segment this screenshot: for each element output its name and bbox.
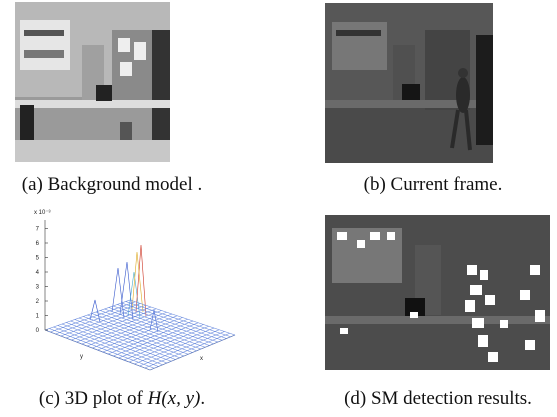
photo-current [325, 3, 493, 163]
page: {"subfigures":[ {"caption":"(a) Backgrou… [0, 0, 557, 417]
z-tick-label: 6 [36, 241, 40, 247]
z-tick-label: 2 [36, 299, 40, 305]
z-scale: x 10⁻³ [34, 210, 51, 216]
z-tick-label: 0 [36, 328, 40, 334]
caption-text: . [200, 388, 205, 409]
z-tick-label: 5 [36, 256, 40, 262]
photo-detection [325, 215, 550, 370]
caption-d: (d) SM detection results. [344, 388, 532, 410]
caption-c: (c) 3D plot of H(x, y). [39, 388, 205, 410]
caption-a: (a) Background model . [22, 174, 202, 196]
z-tick-label: 7 [36, 227, 40, 233]
caption-math: H(x, y) [148, 388, 201, 409]
photo-background [15, 2, 170, 162]
grid-line [83, 317, 188, 355]
y-axis-label: y [80, 354, 83, 360]
grid-line [71, 321, 176, 360]
caption-b: (b) Current frame. [364, 174, 503, 196]
surface-plot: 0 1 2 3 4 5 6 7 x 10⁻³ x y [34, 210, 235, 370]
grid-line [75, 320, 180, 358]
grid-line [62, 324, 167, 363]
z-tick-label: 1 [36, 314, 40, 320]
figure: 01234567x 10⁻³xy (a) Background model . … [0, 0, 557, 417]
z-tick-label: 3 [36, 285, 40, 291]
grid-line [79, 318, 184, 356]
grid-line [92, 314, 197, 351]
z-tick-label: 4 [36, 270, 40, 276]
figure-art: 0 1 2 3 4 5 6 7 x 10⁻³ x y [0, 0, 557, 417]
caption-text: (c) 3D plot of [39, 388, 148, 409]
x-axis-label: x [200, 356, 203, 362]
grid-line [88, 315, 193, 353]
